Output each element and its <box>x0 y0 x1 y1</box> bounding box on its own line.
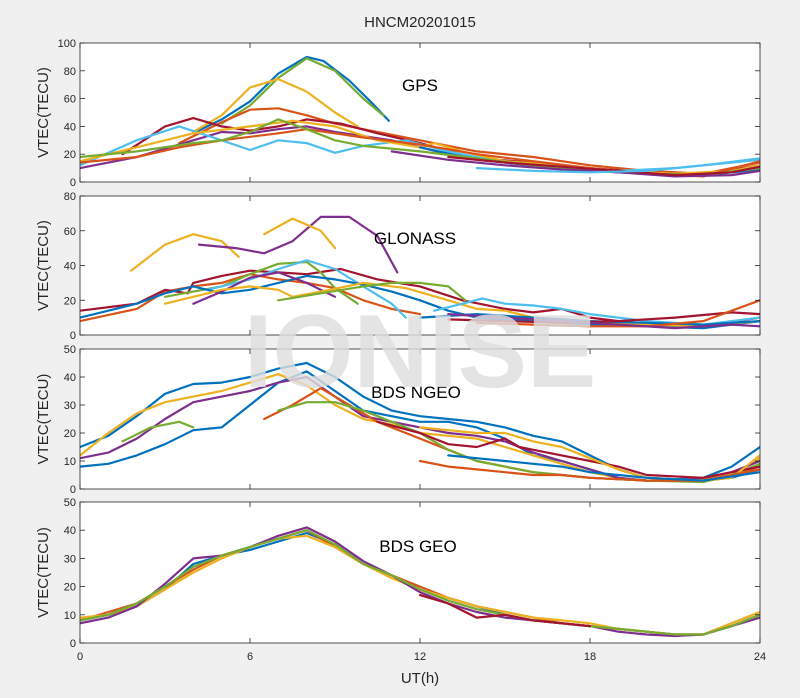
series-line-16 <box>447 313 760 330</box>
series-line-9 <box>192 271 337 305</box>
y-tick-label: 40 <box>64 261 76 273</box>
y-tick-label: 50 <box>64 344 76 356</box>
series-line-6 <box>418 594 592 628</box>
series-line-10 <box>418 459 760 482</box>
y-axis-label: VTEC(TECU) <box>35 374 52 465</box>
y-tick-label: 0 <box>70 177 76 189</box>
y-tick-label: 10 <box>64 456 76 468</box>
series-line-12 <box>433 297 760 326</box>
plot-area <box>80 196 760 335</box>
y-tick-label: 40 <box>64 121 76 133</box>
y-tick-label: 20 <box>64 295 76 307</box>
series-line-12 <box>390 150 760 178</box>
series-line-4 <box>80 526 760 638</box>
series-line-8 <box>376 420 760 479</box>
series-group <box>80 361 760 484</box>
y-tick-label: 40 <box>64 525 76 537</box>
panel-1: 0 20 40 60 80 100 VTEC(TECU) GPS <box>35 38 761 189</box>
plot-area <box>80 349 760 489</box>
panel-annotation: BDS GEO <box>379 537 456 556</box>
series-line-3 <box>192 78 359 134</box>
series-group <box>80 55 760 178</box>
y-tick-label: 80 <box>64 66 76 78</box>
y-tick-label: 60 <box>64 226 76 238</box>
watermark: IONISE <box>244 294 597 410</box>
series-line-3 <box>263 217 337 250</box>
y-tick-label: 0 <box>70 330 76 342</box>
series-line-8 <box>80 274 760 330</box>
series-line-2 <box>197 215 399 274</box>
panel-2: 0 20 40 60 80 VTEC(TECU) GLONASS <box>35 191 761 342</box>
series-group <box>80 526 760 638</box>
y-tick-label: 20 <box>64 428 76 440</box>
series-line-5 <box>121 420 195 443</box>
y-tick-label: 50 <box>64 497 76 509</box>
panel-annotation: GPS <box>402 76 438 95</box>
series-line-2 <box>220 57 385 125</box>
y-tick-label: 0 <box>70 638 76 650</box>
x-tick-label: 6 <box>247 651 253 663</box>
panel-4: 0 10 20 30 40 50 0 6 12 18 24 VTEC(TECU) BDS GEO <box>35 497 766 663</box>
y-tick-label: 20 <box>64 582 76 594</box>
series-line-14 <box>475 157 760 174</box>
y-tick-label: 60 <box>64 94 76 106</box>
series-line-1 <box>192 55 390 135</box>
figure-title: HNCM20201015 <box>364 14 476 31</box>
series-line-15 <box>475 299 760 328</box>
series-line-14 <box>447 311 760 324</box>
x-tick-label: 24 <box>754 651 766 663</box>
y-tick-label: 30 <box>64 553 76 565</box>
x-tick-label: 0 <box>77 651 83 663</box>
plot-area <box>80 43 760 182</box>
y-tick-label: 30 <box>64 400 76 412</box>
y-tick-label: 0 <box>70 484 76 496</box>
x-tick-label: 12 <box>414 651 426 663</box>
y-tick-label: 40 <box>64 372 76 384</box>
series-group <box>80 215 760 330</box>
y-tick-label: 100 <box>58 38 76 50</box>
series-line-11 <box>277 281 467 302</box>
panel-3: 0 10 20 30 40 50 VTEC(TECU) BDS NGEO <box>35 344 761 496</box>
x-tick-label: 18 <box>584 651 596 663</box>
y-axis-label: VTEC(TECU) <box>35 220 52 311</box>
y-tick-label: 10 <box>64 610 76 622</box>
y-tick-label: 20 <box>64 149 76 161</box>
panel-annotation: GLONASS <box>374 229 456 248</box>
y-axis-label: VTEC(TECU) <box>35 67 52 158</box>
series-line-6 <box>163 260 359 305</box>
x-axis-label: UT(h) <box>401 670 439 687</box>
series-line-5 <box>80 529 760 636</box>
panel-annotation: BDS NGEO <box>371 383 461 402</box>
plot-area <box>80 502 760 643</box>
y-axis-label: VTEC(TECU) <box>35 527 52 618</box>
y-tick-label: 80 <box>64 191 76 203</box>
series-line-11 <box>447 454 760 482</box>
